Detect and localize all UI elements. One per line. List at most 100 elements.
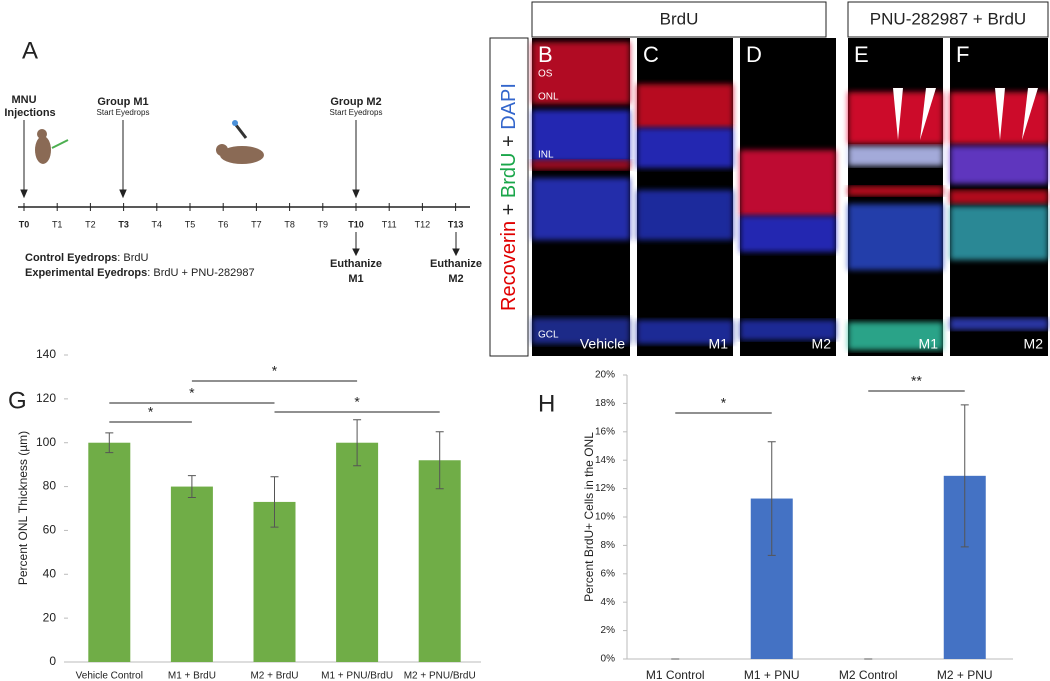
tissue-band [848, 186, 943, 196]
x-tick-label: M1 Control [646, 668, 705, 681]
event-text: Group M2 [330, 96, 381, 108]
timeline-label: T7 [251, 219, 262, 229]
layer-label: ONL [538, 92, 559, 103]
panel-letter: F [956, 42, 969, 67]
tissue-band [532, 110, 630, 162]
error-bar [187, 475, 196, 499]
y-tick-label: 0% [601, 654, 616, 665]
layer-label: GCL [538, 330, 559, 341]
condition-label: Vehicle [580, 336, 625, 352]
tissue-band [637, 84, 733, 128]
tissue-band [637, 320, 733, 344]
significance-label: * [148, 404, 154, 420]
stain: Recoverin [498, 221, 520, 311]
x-tick-label: M2 + PNU [937, 668, 993, 681]
stain: BrdU [498, 153, 520, 199]
condition-label: M1 [709, 336, 729, 352]
event-note: Start Eyedrops [97, 108, 150, 117]
error-bar [767, 441, 776, 556]
y-tick-label: 20 [43, 610, 57, 624]
bar [170, 486, 213, 662]
timeline-label: T12 [415, 219, 431, 229]
arrowhead-marker [893, 88, 903, 140]
condition-label: M2 [812, 336, 832, 352]
y-tick-label: 120 [36, 391, 56, 405]
event-text: Euthanize [330, 258, 382, 270]
timeline-label: T9 [318, 219, 329, 229]
timeline-label: T10 [348, 219, 364, 229]
y-tick-label: 60 [43, 523, 57, 537]
x-tick-label: M1 + PNU [744, 668, 800, 681]
legend-label: Control Eyedrops [25, 252, 117, 264]
legend-value: : BrdU [117, 252, 148, 264]
significance-label: * [354, 394, 360, 410]
tissue-band [848, 322, 943, 350]
bar [336, 442, 379, 662]
condition-label: M1 [919, 336, 939, 352]
y-tick-label: 40 [43, 566, 57, 580]
panel-letter: B [538, 42, 553, 67]
tissue-band [637, 190, 733, 240]
group-header-box [531, 1, 827, 38]
stain-label-box [489, 37, 529, 357]
tissue-band [848, 204, 943, 270]
significance-label: * [272, 363, 278, 379]
tissue-band [950, 206, 1048, 260]
y-tick-label: 100 [36, 435, 56, 449]
group-header-box [847, 1, 1049, 38]
tissue-band [532, 42, 630, 104]
group-header: BrdU [660, 9, 699, 28]
panel-letter: E [854, 42, 869, 67]
timeline-label: T4 [152, 219, 163, 229]
y-tick-label: 6% [601, 568, 616, 579]
tissue-band [950, 190, 1048, 204]
layer-label: OS [538, 69, 553, 80]
x-tick-label: M2 + BrdU [250, 671, 298, 681]
error-bar [435, 431, 444, 490]
mouse-icon [35, 129, 69, 164]
arrow-head [20, 189, 28, 199]
x-tick-label: M2 + PNU/BrdU [404, 671, 476, 681]
arrowhead-marker [995, 88, 1005, 140]
panel-letter: A [22, 37, 38, 64]
y-tick-label: 10% [595, 512, 615, 523]
y-axis-title: Percent ONL Thickness (µm) [16, 431, 30, 585]
y-tick-label: 12% [595, 483, 615, 494]
tissue-band [740, 150, 836, 216]
significance-label: * [721, 395, 727, 411]
panel-letter: G [8, 387, 27, 414]
stain: DAPI [498, 83, 520, 130]
event-text: Group M1 [97, 96, 148, 108]
error-bar [960, 404, 969, 548]
y-tick-label: 20% [595, 370, 615, 381]
arrow-head [352, 248, 360, 257]
timeline-label: T1 [52, 219, 63, 229]
bar [88, 442, 131, 662]
significance-label: ** [911, 373, 922, 389]
timeline-label: T3 [118, 219, 129, 229]
x-tick-label: M2 Control [839, 668, 898, 681]
y-axis-title: Percent BrdU+ Cells in the ONL [582, 432, 596, 602]
tissue-band [532, 160, 630, 170]
error-bar [270, 476, 279, 528]
micrograph [848, 38, 943, 356]
y-tick-label: 0 [49, 654, 56, 668]
legend-label: Experimental Eyedrops [25, 267, 147, 279]
arrowhead-marker [1022, 88, 1038, 140]
stain-sep: + [498, 130, 520, 153]
x-tick-label: M1 + PNU/BrdU [321, 671, 393, 681]
y-tick-label: 80 [43, 479, 57, 493]
tissue-band [740, 320, 836, 340]
tissue-band [740, 216, 836, 252]
tissue-band [950, 318, 1048, 330]
timeline-label: T8 [284, 219, 295, 229]
event-text: Euthanize [430, 258, 482, 270]
timeline-label: T11 [382, 219, 397, 229]
arrow-head [119, 189, 127, 199]
event-text: MNU [11, 94, 36, 106]
x-tick-label: Vehicle Control [76, 671, 143, 681]
y-tick-label: 8% [601, 540, 616, 551]
tissue-band [532, 178, 630, 240]
timeline-label: T6 [218, 219, 229, 229]
